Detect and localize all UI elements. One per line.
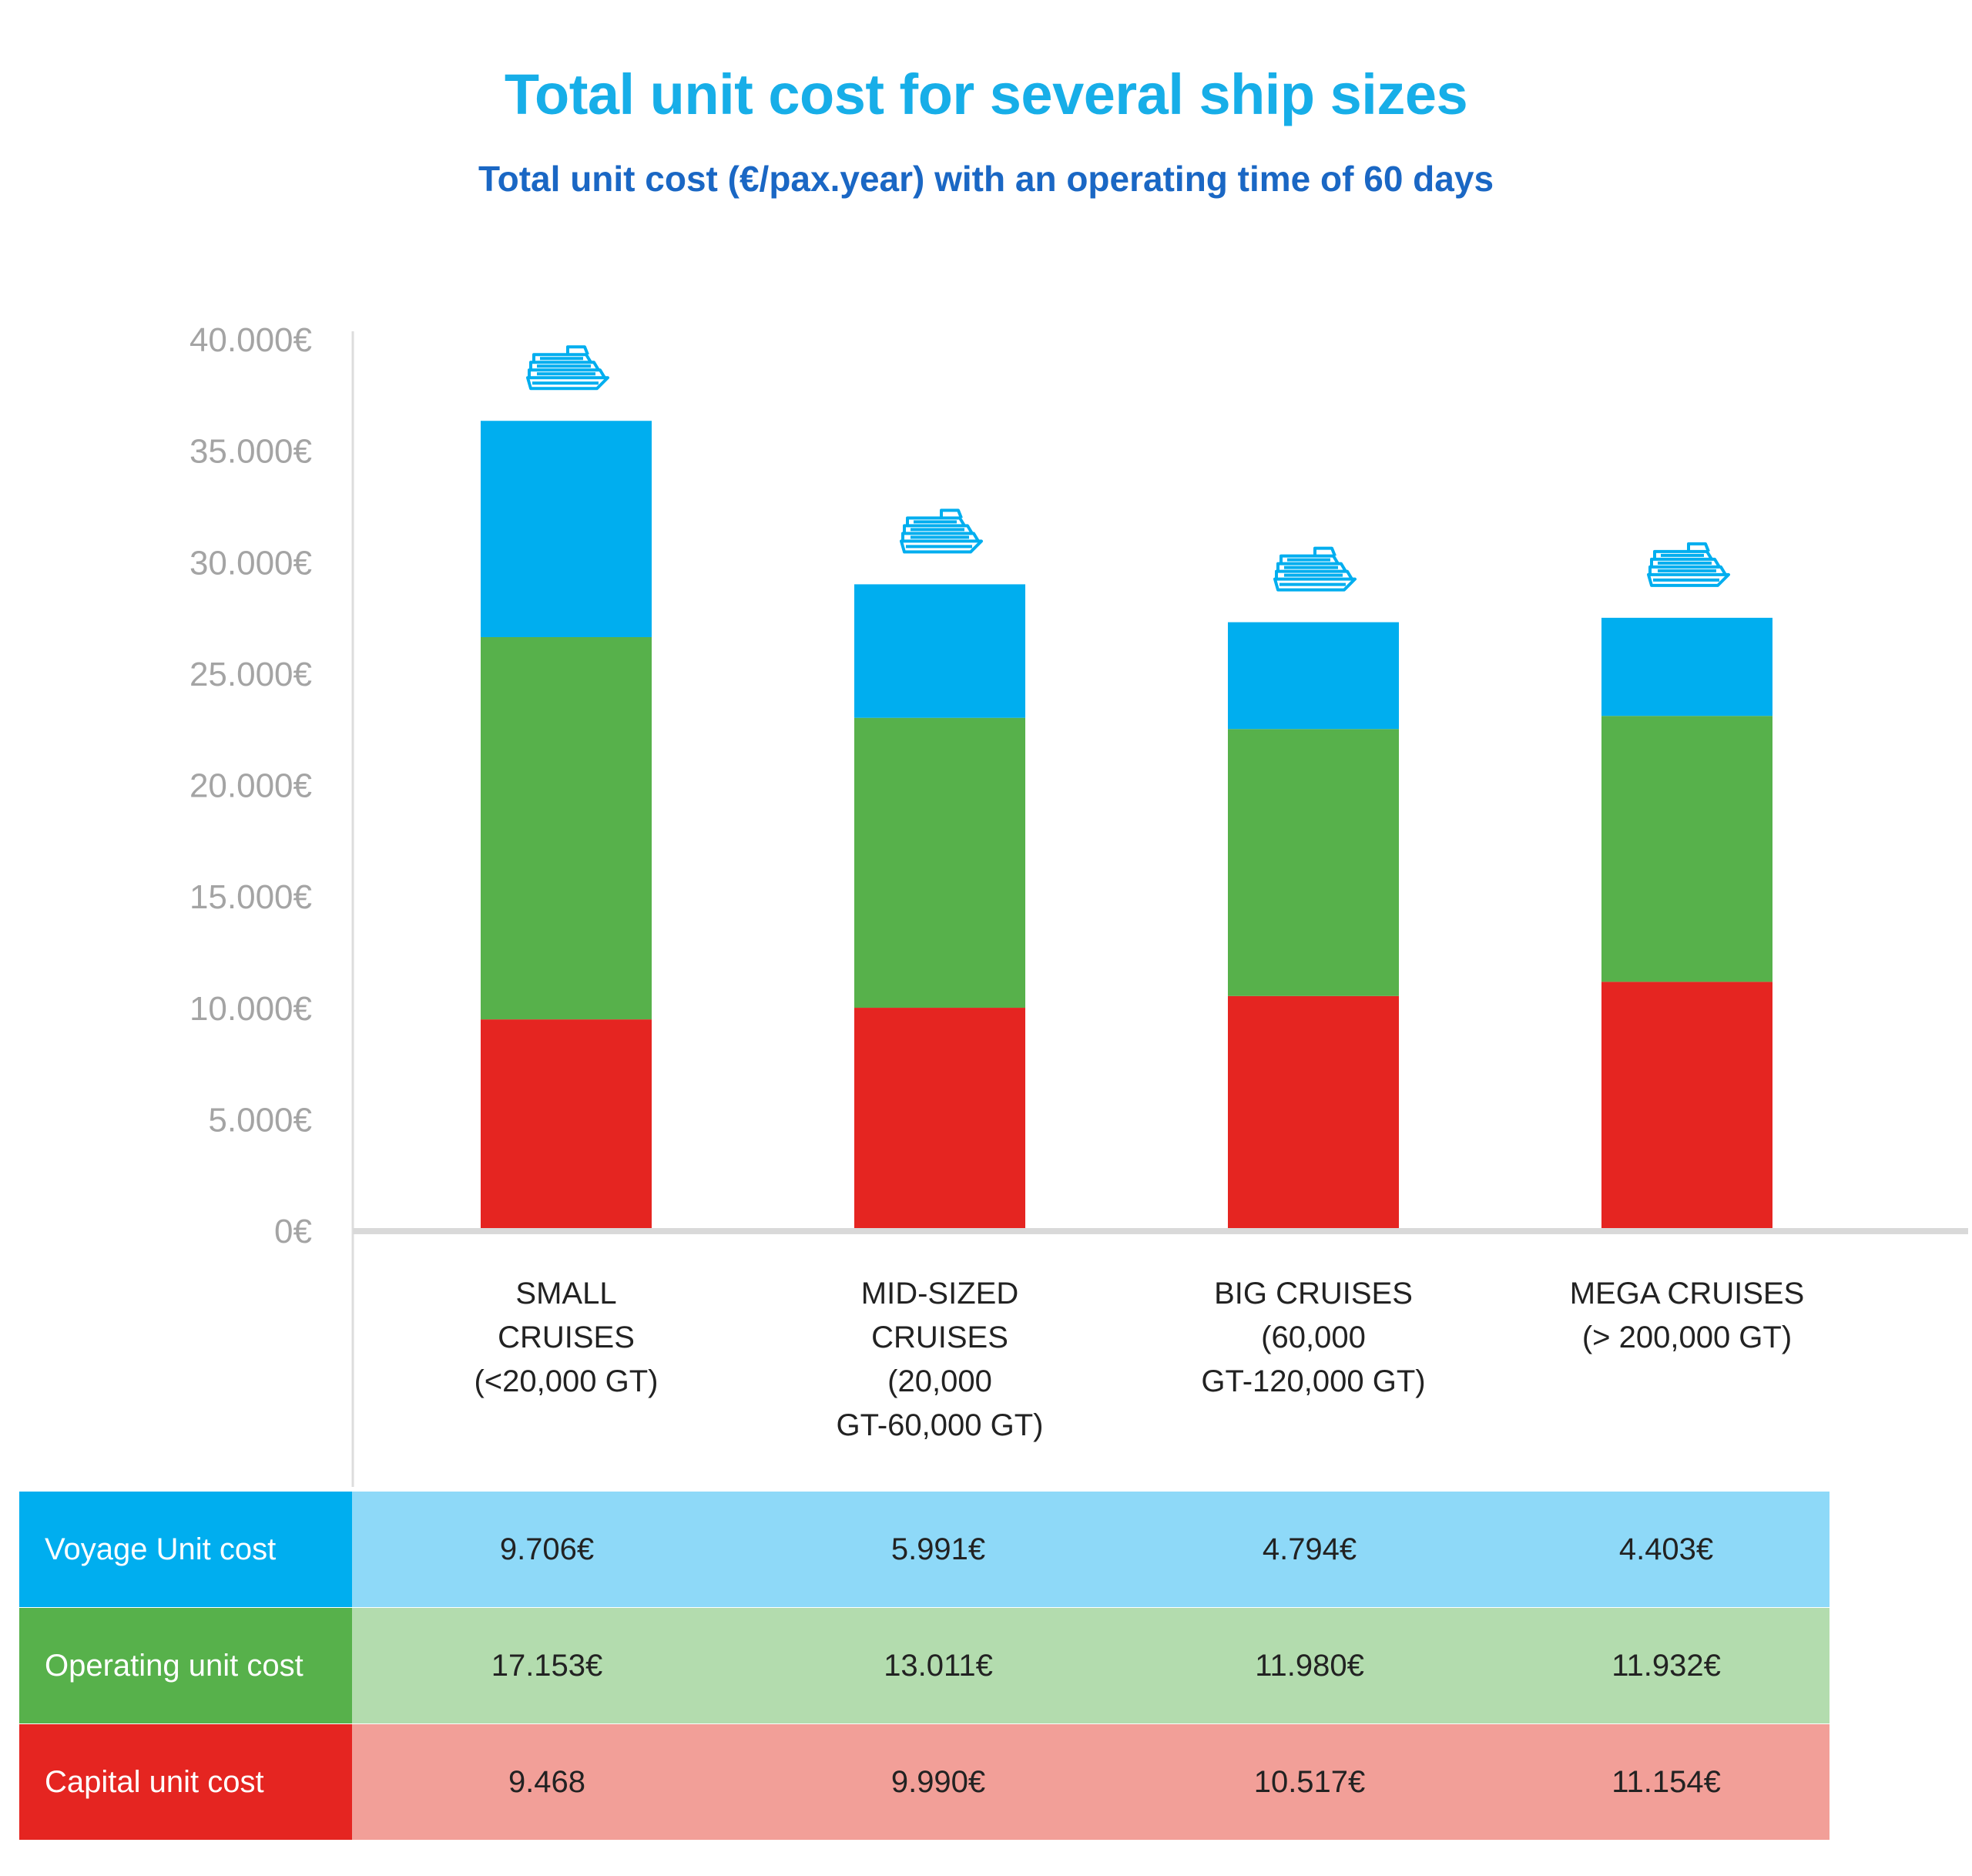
row-header-capital: Capital unit cost: [19, 1724, 352, 1840]
table-cell: 4.403€: [1618, 1532, 1714, 1566]
table-cell: 5.991€: [890, 1532, 986, 1566]
y-tick-label: 30.000€: [189, 544, 312, 582]
row-values-capital: 9.468 9.990€ 10.517€ 11.154€: [352, 1724, 1829, 1840]
chart-subtitle: Total unit cost (€/pax.year) with an ope…: [478, 159, 1494, 199]
y-tick-label: 40.000€: [189, 321, 312, 359]
table-cell: 11.154€: [1611, 1765, 1721, 1799]
category-label: GT-120,000 GT): [1201, 1364, 1425, 1398]
table-cell: 9.706€: [499, 1532, 595, 1566]
y-tick-label: 20.000€: [189, 767, 312, 805]
bar-segment-voyage: [1228, 622, 1399, 730]
y-tick-label: 25.000€: [189, 656, 312, 693]
table-cell: 10.517€: [1253, 1765, 1366, 1799]
table-row-capital: Capital unit cost 9.468 9.990€ 10.517€ 11.15…: [19, 1724, 1829, 1840]
table-cell: 13.011€: [884, 1649, 993, 1683]
bar-segment-voyage: [1601, 617, 1772, 717]
cruise-ship-icon: [1647, 542, 1730, 587]
chart-title: Total unit cost for several ship sizes: [504, 62, 1468, 126]
category-label: SMALL: [515, 1277, 616, 1311]
bar-segment-voyage: [854, 584, 1025, 718]
category-label: (60,000: [1261, 1321, 1366, 1354]
y-tick-label: 10.000€: [189, 990, 312, 1028]
table-cell: 11.980€: [1255, 1649, 1364, 1683]
bar-segment-operating: [1601, 716, 1772, 982]
category-label: BIG CRUISES: [1214, 1277, 1413, 1311]
category-label: MID-SIZED: [861, 1277, 1018, 1311]
bar-segment-voyage: [481, 421, 652, 637]
row-header-voyage: Voyage Unit cost: [19, 1492, 352, 1607]
y-tick-label: 15.000€: [189, 878, 312, 916]
table-cell: 11.932€: [1611, 1649, 1721, 1683]
bar-segment-operating: [854, 717, 1025, 1008]
table-cell: 17.153€: [491, 1649, 603, 1683]
row-header-operating: Operating unit cost: [19, 1608, 352, 1723]
row-values-operating: 17.153€ 13.011€ 11.980€ 11.932€: [352, 1608, 1829, 1723]
y-tick-label: 0€: [274, 1213, 312, 1250]
row-values-voyage: 9.706€ 5.991€ 4.794€ 4.403€: [352, 1492, 1829, 1607]
table-cell: 4.794€: [1262, 1532, 1357, 1566]
category-label: (> 200,000 GT): [1582, 1321, 1792, 1354]
bar-segment-capital: [1228, 995, 1399, 1230]
y-tick-label: 35.000€: [189, 433, 312, 471]
bar-segment-operating: [1228, 729, 1399, 996]
stacked-bar-chart: 0€ 5.000€ 10.000€ 15.000€ 20.000€ 25.000€ 30.0…: [189, 321, 1968, 1487]
bar-segment-capital: [1601, 982, 1772, 1230]
category-label: GT-60,000 GT): [837, 1408, 1044, 1442]
category-label: CRUISES: [871, 1321, 1008, 1354]
cruise-ship-icon: [526, 345, 609, 391]
cruise-ship-icon: [900, 508, 983, 554]
cruise-ship-icon: [1273, 546, 1357, 592]
category-label: (<20,000 GT): [474, 1364, 658, 1398]
bar-segment-capital: [854, 1008, 1025, 1230]
bar-segment-operating: [481, 636, 652, 1020]
category-label: MEGA CRUISES: [1570, 1277, 1805, 1311]
table-row-voyage: Voyage Unit cost 9.706€ 5.991€ 4.794€ 4.403€: [19, 1492, 1829, 1607]
bar-segment-capital: [481, 1019, 652, 1230]
table-row-operating: Operating unit cost 17.153€ 13.011€ 11.980€…: [19, 1608, 1829, 1723]
category-label: CRUISES: [498, 1321, 635, 1354]
table-cell: 9.468: [508, 1765, 586, 1799]
table-cell: 9.990€: [890, 1765, 986, 1799]
category-label: (20,000: [887, 1364, 992, 1398]
y-tick-label: 5.000€: [208, 1101, 312, 1139]
